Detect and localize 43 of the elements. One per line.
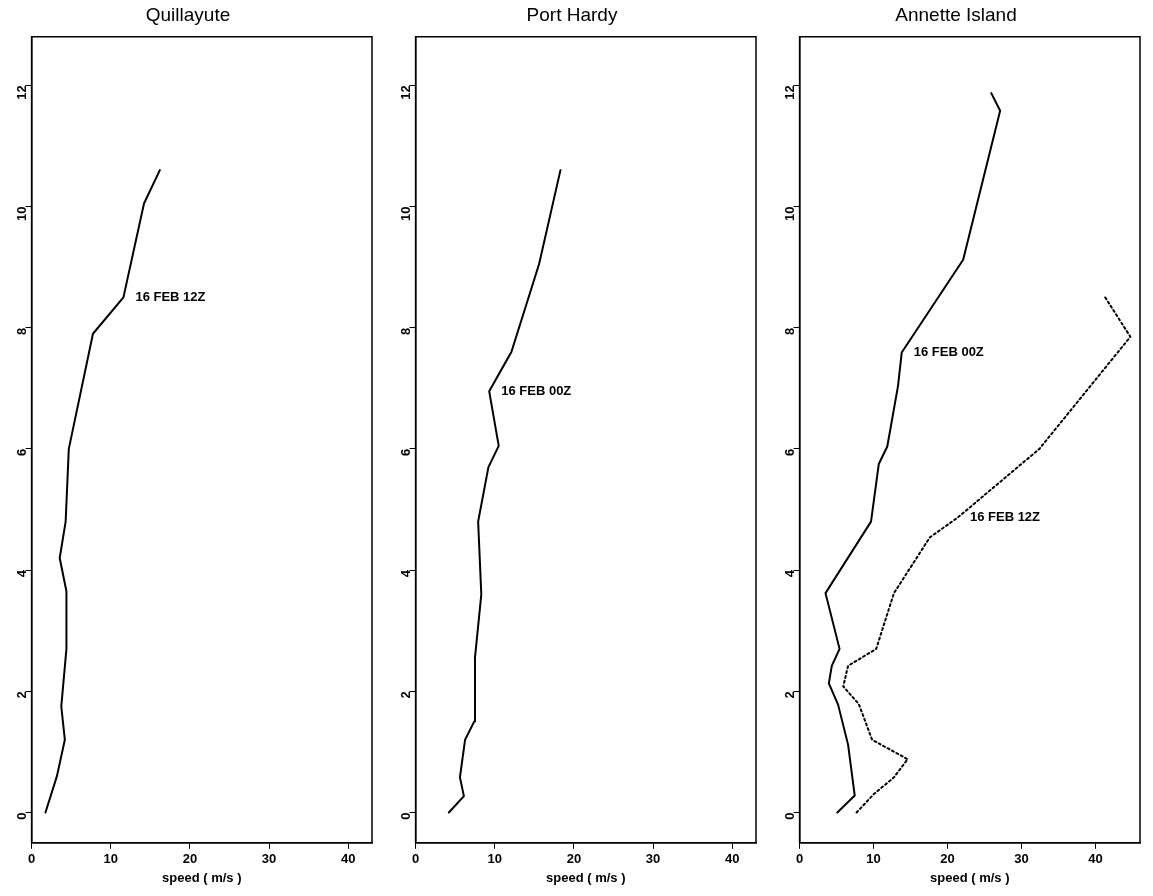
- y-tick-label: 8: [14, 327, 30, 335]
- y-tick-label: 12: [14, 85, 30, 100]
- x-axis-title: speed ( m/s ): [162, 869, 242, 885]
- y-tick-label: 6: [782, 448, 798, 457]
- series-label: 16 FEB 12Z: [969, 508, 1041, 524]
- x-tick-label: 20: [182, 851, 198, 867]
- x-tick-label: 40: [341, 851, 356, 867]
- y-tick-label: 12: [398, 85, 414, 100]
- series-label: 16 FEB 00Z: [913, 344, 984, 360]
- chart-title: Quillayute: [145, 3, 231, 25]
- y-tick-label: 2: [398, 691, 414, 699]
- x-tick-label: 10: [487, 851, 502, 867]
- x-tick-label: 40: [1088, 851, 1103, 867]
- x-axis-title: speed ( m/s ): [546, 869, 626, 885]
- series-label: 16 FEB 00Z: [501, 382, 572, 398]
- y-tick-label: 4: [398, 569, 414, 578]
- x-tick-label: 20: [566, 851, 582, 867]
- y-tick-label: 6: [398, 448, 414, 457]
- y-tick-label: 0: [782, 812, 798, 820]
- y-tick-label: 2: [782, 691, 798, 699]
- y-tick-label: 10: [782, 206, 798, 221]
- y-tick-label: 4: [14, 569, 30, 578]
- y-tick-label: 10: [14, 206, 30, 221]
- x-axis-title: speed ( m/s ): [930, 869, 1010, 885]
- x-tick-label: 10: [103, 851, 118, 867]
- y-tick-label: 10: [398, 206, 414, 221]
- y-tick-label: 6: [14, 448, 30, 457]
- x-tick-label: 20: [940, 851, 955, 867]
- x-tick-label: 30: [645, 851, 661, 867]
- y-tick-label: 8: [782, 327, 798, 335]
- x-tick-label: 40: [725, 851, 740, 867]
- series-label: 16 FEB 12Z: [135, 288, 206, 304]
- y-tick-label: 4: [782, 569, 798, 578]
- y-tick-label: 12: [782, 85, 798, 100]
- y-tick-label: 0: [398, 812, 414, 820]
- x-tick-label: 30: [1014, 851, 1029, 867]
- x-tick-label: 30: [261, 851, 277, 867]
- chart-title: Annette Island: [895, 3, 1017, 25]
- y-tick-label: 8: [398, 327, 414, 335]
- x-tick-label: 10: [866, 851, 881, 867]
- y-tick-label: 2: [14, 691, 30, 699]
- y-tick-label: 0: [14, 812, 30, 820]
- chart-title: Port Hardy: [526, 3, 618, 25]
